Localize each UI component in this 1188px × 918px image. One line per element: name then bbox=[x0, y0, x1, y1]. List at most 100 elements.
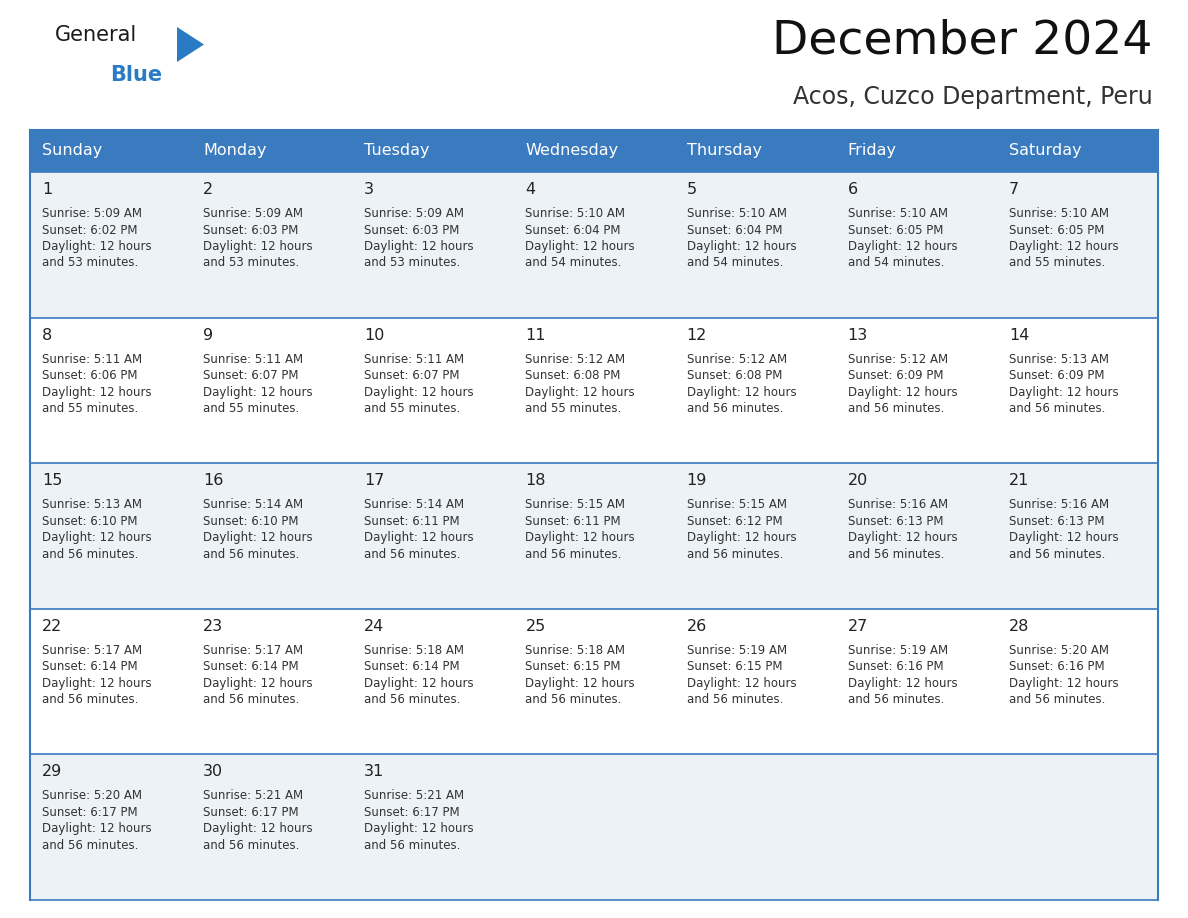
Text: and 53 minutes.: and 53 minutes. bbox=[203, 256, 299, 270]
Text: Sunrise: 5:09 AM: Sunrise: 5:09 AM bbox=[203, 207, 303, 220]
Text: and 55 minutes.: and 55 minutes. bbox=[203, 402, 299, 415]
Text: Sunset: 6:08 PM: Sunset: 6:08 PM bbox=[525, 369, 621, 382]
Text: and 53 minutes.: and 53 minutes. bbox=[365, 256, 461, 270]
Bar bbox=[30, 130, 1158, 172]
Bar bbox=[30, 464, 191, 609]
Bar bbox=[675, 755, 835, 900]
Text: 16: 16 bbox=[203, 473, 223, 488]
Text: Blue: Blue bbox=[110, 65, 162, 85]
Text: and 54 minutes.: and 54 minutes. bbox=[687, 256, 783, 270]
Text: Sunrise: 5:20 AM: Sunrise: 5:20 AM bbox=[42, 789, 143, 802]
Bar bbox=[191, 464, 353, 609]
Text: Daylight: 12 hours: Daylight: 12 hours bbox=[687, 386, 796, 398]
Text: Daylight: 12 hours: Daylight: 12 hours bbox=[848, 532, 958, 544]
Bar bbox=[513, 464, 675, 609]
Text: Sunday: Sunday bbox=[42, 143, 102, 159]
Text: Sunset: 6:04 PM: Sunset: 6:04 PM bbox=[525, 223, 621, 237]
Text: Sunset: 6:17 PM: Sunset: 6:17 PM bbox=[365, 806, 460, 819]
Bar bbox=[30, 318, 191, 464]
Text: and 56 minutes.: and 56 minutes. bbox=[42, 693, 138, 706]
Text: Sunset: 6:14 PM: Sunset: 6:14 PM bbox=[42, 660, 138, 673]
Text: Daylight: 12 hours: Daylight: 12 hours bbox=[42, 240, 152, 253]
Text: and 56 minutes.: and 56 minutes. bbox=[1009, 548, 1105, 561]
Text: Daylight: 12 hours: Daylight: 12 hours bbox=[525, 240, 636, 253]
Text: 4: 4 bbox=[525, 182, 536, 197]
Text: Daylight: 12 hours: Daylight: 12 hours bbox=[203, 240, 312, 253]
Text: Sunset: 6:03 PM: Sunset: 6:03 PM bbox=[365, 223, 460, 237]
Text: Sunset: 6:09 PM: Sunset: 6:09 PM bbox=[1009, 369, 1105, 382]
Text: 23: 23 bbox=[203, 619, 223, 633]
Text: Sunset: 6:11 PM: Sunset: 6:11 PM bbox=[525, 515, 621, 528]
Text: Daylight: 12 hours: Daylight: 12 hours bbox=[365, 532, 474, 544]
Text: Sunrise: 5:13 AM: Sunrise: 5:13 AM bbox=[1009, 353, 1108, 365]
Bar bbox=[30, 609, 191, 755]
Text: 27: 27 bbox=[848, 619, 868, 633]
Text: Daylight: 12 hours: Daylight: 12 hours bbox=[365, 823, 474, 835]
Text: Sunset: 6:14 PM: Sunset: 6:14 PM bbox=[365, 660, 460, 673]
Bar bbox=[835, 172, 997, 318]
Text: Sunrise: 5:14 AM: Sunrise: 5:14 AM bbox=[365, 498, 465, 511]
Bar bbox=[997, 318, 1158, 464]
Text: 25: 25 bbox=[525, 619, 545, 633]
Text: Sunset: 6:14 PM: Sunset: 6:14 PM bbox=[203, 660, 298, 673]
Text: and 56 minutes.: and 56 minutes. bbox=[365, 693, 461, 706]
Text: Saturday: Saturday bbox=[1009, 143, 1081, 159]
Text: Sunrise: 5:10 AM: Sunrise: 5:10 AM bbox=[1009, 207, 1108, 220]
Text: 18: 18 bbox=[525, 473, 546, 488]
Text: December 2024: December 2024 bbox=[772, 18, 1154, 63]
Bar bbox=[30, 755, 191, 900]
Text: Sunrise: 5:20 AM: Sunrise: 5:20 AM bbox=[1009, 644, 1108, 656]
Bar bbox=[191, 318, 353, 464]
Text: 20: 20 bbox=[848, 473, 868, 488]
Text: 2: 2 bbox=[203, 182, 214, 197]
Bar bbox=[353, 464, 513, 609]
Text: Daylight: 12 hours: Daylight: 12 hours bbox=[1009, 677, 1118, 689]
Text: Sunset: 6:05 PM: Sunset: 6:05 PM bbox=[848, 223, 943, 237]
Text: and 56 minutes.: and 56 minutes. bbox=[365, 548, 461, 561]
Text: Sunset: 6:06 PM: Sunset: 6:06 PM bbox=[42, 369, 138, 382]
Text: Daylight: 12 hours: Daylight: 12 hours bbox=[203, 823, 312, 835]
Text: Sunset: 6:17 PM: Sunset: 6:17 PM bbox=[42, 806, 138, 819]
Text: 15: 15 bbox=[42, 473, 63, 488]
Text: and 56 minutes.: and 56 minutes. bbox=[687, 548, 783, 561]
Text: 22: 22 bbox=[42, 619, 62, 633]
Text: and 53 minutes.: and 53 minutes. bbox=[42, 256, 138, 270]
Text: Daylight: 12 hours: Daylight: 12 hours bbox=[848, 677, 958, 689]
Bar bbox=[835, 755, 997, 900]
Text: Sunset: 6:12 PM: Sunset: 6:12 PM bbox=[687, 515, 782, 528]
Text: 21: 21 bbox=[1009, 473, 1029, 488]
Text: Daylight: 12 hours: Daylight: 12 hours bbox=[1009, 532, 1118, 544]
Text: Daylight: 12 hours: Daylight: 12 hours bbox=[687, 677, 796, 689]
Text: 26: 26 bbox=[687, 619, 707, 633]
Text: Sunrise: 5:21 AM: Sunrise: 5:21 AM bbox=[365, 789, 465, 802]
Text: 17: 17 bbox=[365, 473, 385, 488]
Bar bbox=[997, 609, 1158, 755]
Text: and 56 minutes.: and 56 minutes. bbox=[42, 548, 138, 561]
Text: and 56 minutes.: and 56 minutes. bbox=[687, 693, 783, 706]
Text: and 56 minutes.: and 56 minutes. bbox=[687, 402, 783, 415]
Text: and 55 minutes.: and 55 minutes. bbox=[42, 402, 138, 415]
Text: 1: 1 bbox=[42, 182, 52, 197]
Text: Sunrise: 5:18 AM: Sunrise: 5:18 AM bbox=[365, 644, 465, 656]
Text: 5: 5 bbox=[687, 182, 696, 197]
Text: Sunset: 6:15 PM: Sunset: 6:15 PM bbox=[525, 660, 621, 673]
Text: and 56 minutes.: and 56 minutes. bbox=[1009, 402, 1105, 415]
Text: and 56 minutes.: and 56 minutes. bbox=[848, 402, 944, 415]
Text: Daylight: 12 hours: Daylight: 12 hours bbox=[42, 677, 152, 689]
Text: and 56 minutes.: and 56 minutes. bbox=[203, 548, 299, 561]
Bar bbox=[191, 172, 353, 318]
Bar bbox=[835, 464, 997, 609]
Text: 10: 10 bbox=[365, 328, 385, 342]
Text: Sunrise: 5:10 AM: Sunrise: 5:10 AM bbox=[848, 207, 948, 220]
Text: 30: 30 bbox=[203, 765, 223, 779]
Text: Daylight: 12 hours: Daylight: 12 hours bbox=[365, 677, 474, 689]
Text: Sunset: 6:15 PM: Sunset: 6:15 PM bbox=[687, 660, 782, 673]
Text: Sunset: 6:10 PM: Sunset: 6:10 PM bbox=[42, 515, 138, 528]
Text: and 56 minutes.: and 56 minutes. bbox=[525, 548, 621, 561]
Text: Daylight: 12 hours: Daylight: 12 hours bbox=[203, 386, 312, 398]
Text: Daylight: 12 hours: Daylight: 12 hours bbox=[525, 532, 636, 544]
Bar bbox=[353, 318, 513, 464]
Bar bbox=[191, 609, 353, 755]
Text: Sunrise: 5:12 AM: Sunrise: 5:12 AM bbox=[687, 353, 786, 365]
Text: Sunset: 6:09 PM: Sunset: 6:09 PM bbox=[848, 369, 943, 382]
